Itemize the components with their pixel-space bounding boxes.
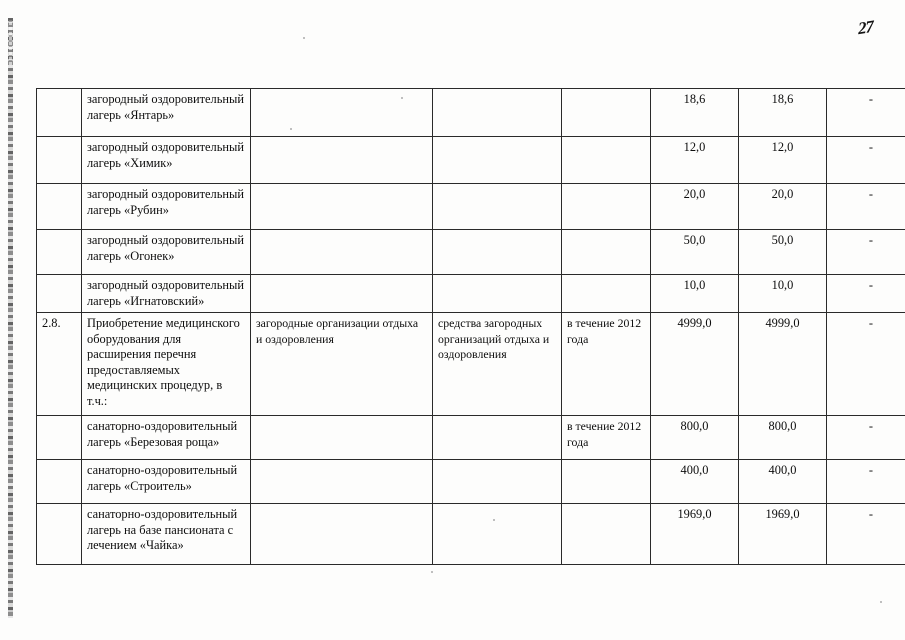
table-row: загородный оздоровительный лагерь «Игнат… [36,274,905,313]
amount-column-2-cell: 50,0 [738,229,827,275]
total-amount-cell: 800,0 [650,415,739,460]
funding-source-cell: средства загородных организаций отдыха и… [432,312,562,416]
measure-name-cell: санаторно-оздоровительный лагерь «Березо… [81,415,251,460]
page-number: 27 [857,16,874,39]
measure-name-cell: загородный оздоровительный лагерь «Рубин… [81,183,251,230]
amount-column-3-cell: - [826,88,905,137]
organization-cell [250,229,433,275]
item-number-cell [36,503,82,565]
term-cell: в течение 2012 года [561,415,651,460]
table-row: санаторно-оздоровительный лагерь на базе… [36,503,905,565]
funding-source-cell [432,503,562,565]
funding-source-cell [432,88,562,137]
scan-speck [431,571,433,573]
scanner-edge-artifact [8,18,13,618]
amount-column-2-cell: 10,0 [738,274,827,313]
total-amount-cell: 1969,0 [650,503,739,565]
funding-source-cell [432,229,562,275]
item-number-cell [36,136,82,184]
item-number-cell [36,183,82,230]
measure-name-cell: загородный оздоровительный лагерь «Игнат… [81,274,251,313]
item-number-cell [36,459,82,504]
term-cell [561,274,651,313]
table-body: загородный оздоровительный лагерь «Янтар… [36,88,905,565]
term-cell [561,229,651,275]
item-number-cell: 2.8. [36,312,82,416]
table-row: загородный оздоровительный лагерь «Янтар… [36,88,905,137]
total-amount-cell: 10,0 [650,274,739,313]
funding-source-cell [432,136,562,184]
amount-column-2-cell: 18,6 [738,88,827,137]
total-amount-cell: 12,0 [650,136,739,184]
amount-column-2-cell: 1969,0 [738,503,827,565]
item-number-cell [36,88,82,137]
organization-cell: загородные организации отдыха и оздоровл… [250,312,433,416]
funding-source-cell [432,415,562,460]
funding-source-cell [432,459,562,504]
amount-column-2-cell: 20,0 [738,183,827,230]
term-cell [561,503,651,565]
table-row: загородный оздоровительный лагерь «Рубин… [36,183,905,230]
term-cell: в течение 2012 года [561,312,651,416]
table-row: санаторно-оздоровительный лагерь «Строит… [36,459,905,504]
amount-column-3-cell: - [826,312,905,416]
amount-column-2-cell: 400,0 [738,459,827,504]
measure-name-cell: санаторно-оздоровительный лагерь на базе… [81,503,251,565]
table-row: загородный оздоровительный лагерь «Огоне… [36,229,905,275]
amount-column-2-cell: 800,0 [738,415,827,460]
item-number-cell [36,274,82,313]
item-number-cell [36,229,82,275]
amount-column-3-cell: - [826,229,905,275]
organization-cell [250,136,433,184]
organization-cell [250,88,433,137]
total-amount-cell: 18,6 [650,88,739,137]
measure-name-cell: загородный оздоровительный лагерь «Химик… [81,136,251,184]
organization-cell [250,274,433,313]
amount-column-3-cell: - [826,503,905,565]
measures-table: загородный оздоровительный лагерь «Янтар… [36,88,905,565]
item-number-cell [36,415,82,460]
funding-source-cell [432,274,562,313]
term-cell [561,88,651,137]
total-amount-cell: 400,0 [650,459,739,504]
total-amount-cell: 4999,0 [650,312,739,416]
amount-column-3-cell: - [826,274,905,313]
organization-cell [250,459,433,504]
table-row: 2.8. Приобретение медицинского оборудован… [36,312,905,416]
organization-cell [250,183,433,230]
term-cell [561,459,651,504]
funding-source-cell [432,183,562,230]
total-amount-cell: 20,0 [650,183,739,230]
scan-speck [303,37,305,39]
table-row: загородный оздоровительный лагерь «Химик… [36,136,905,184]
scan-speck [880,601,882,603]
term-cell [561,183,651,230]
amount-column-3-cell: - [826,136,905,184]
amount-column-2-cell: 4999,0 [738,312,827,416]
measure-name-cell: Приобретение медицинского оборудования д… [81,312,251,416]
amount-column-3-cell: - [826,183,905,230]
measure-name-cell: загородный оздоровительный лагерь «Огоне… [81,229,251,275]
total-amount-cell: 50,0 [650,229,739,275]
amount-column-3-cell: - [826,415,905,460]
organization-cell [250,415,433,460]
amount-column-3-cell: - [826,459,905,504]
term-cell [561,136,651,184]
table-row: санаторно-оздоровительный лагерь «Березо… [36,415,905,460]
organization-cell [250,503,433,565]
amount-column-2-cell: 12,0 [738,136,827,184]
scanner-edge-artifact-top [9,20,12,65]
measure-name-cell: загородный оздоровительный лагерь «Янтар… [81,88,251,137]
measure-name-cell: санаторно-оздоровительный лагерь «Строит… [81,459,251,504]
